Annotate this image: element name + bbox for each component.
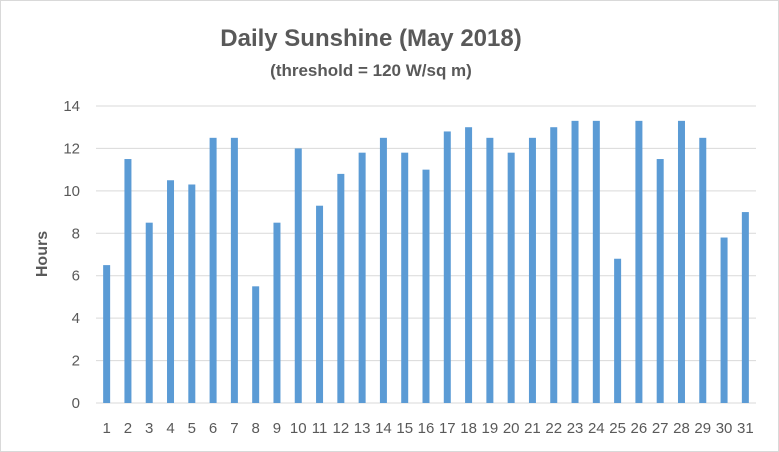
x-tick-label: 7 (230, 420, 238, 437)
bar-day-7 (230, 137, 238, 404)
bar-day-26 (635, 120, 643, 403)
x-tick-label: 13 (354, 420, 371, 437)
bar-day-25 (614, 258, 622, 403)
x-tick-label: 5 (188, 420, 196, 437)
bar-day-19 (486, 137, 494, 404)
bar-day-5 (188, 184, 196, 403)
x-tick-label: 16 (418, 420, 435, 437)
x-tick-label: 11 (312, 420, 328, 437)
bar-day-1 (103, 265, 111, 403)
x-tick-label: 15 (396, 420, 413, 437)
x-tick-label: 18 (460, 420, 477, 437)
bar-day-27 (656, 159, 664, 403)
x-tick-label: 10 (290, 420, 307, 437)
bar-day-24 (592, 120, 600, 403)
y-tick-label: 2 (72, 353, 80, 370)
x-tick-label: 6 (209, 420, 217, 437)
bar-day-6 (209, 137, 217, 404)
bar-day-11 (316, 205, 324, 403)
chart-title: Daily Sunshine (May 2018) (220, 25, 522, 52)
bar-day-28 (677, 120, 685, 403)
x-tick-label: 24 (588, 420, 605, 437)
x-tick-label: 20 (503, 420, 520, 437)
bar-day-3 (145, 222, 153, 403)
x-tick-label: 4 (166, 420, 174, 437)
x-tick-label: 31 (737, 420, 754, 437)
x-tick-label: 8 (252, 420, 260, 437)
bar-day-15 (401, 152, 409, 403)
bar-day-13 (358, 152, 366, 403)
bar-day-20 (507, 152, 515, 403)
bar-day-21 (528, 137, 536, 404)
y-tick-label: 14 (63, 98, 80, 115)
x-tick-label: 19 (482, 420, 499, 437)
x-tick-label: 9 (273, 420, 281, 437)
bar-day-8 (252, 286, 260, 403)
x-tick-label: 14 (375, 420, 392, 437)
bar-day-30 (720, 237, 728, 403)
bar-day-18 (465, 127, 473, 403)
bar-day-29 (699, 137, 707, 404)
chart-subtitle: (threshold = 120 W/sq m) (270, 61, 472, 80)
x-tick-label: 29 (694, 420, 711, 437)
bar-day-9 (273, 222, 281, 403)
bar-day-12 (337, 173, 345, 403)
x-tick-label: 1 (102, 420, 110, 437)
y-tick-label: 0 (72, 395, 80, 412)
bar-day-17 (443, 131, 451, 403)
x-tick-label: 25 (609, 420, 626, 437)
x-tick-label: 2 (124, 420, 132, 437)
x-tick-label: 3 (145, 420, 153, 437)
y-tick-label: 4 (72, 310, 80, 327)
y-tick-label: 10 (63, 183, 80, 200)
x-tick-label: 23 (567, 420, 584, 437)
x-tick-label: 21 (524, 420, 541, 437)
x-tick-label: 17 (439, 420, 456, 437)
bar-day-31 (741, 212, 749, 403)
x-tick-label: 26 (631, 420, 648, 437)
bar-day-10 (294, 148, 302, 403)
bar-day-22 (550, 127, 558, 403)
x-tick-label: 22 (545, 420, 562, 437)
x-tick-label: 30 (716, 420, 733, 437)
bar-day-23 (571, 120, 579, 403)
y-tick-label: 12 (63, 140, 80, 157)
bar-day-14 (379, 137, 387, 404)
bar-day-4 (167, 180, 175, 403)
y-tick-label: 8 (72, 225, 80, 242)
bar-day-2 (124, 159, 132, 403)
bar-day-16 (422, 169, 430, 403)
x-tick-label: 12 (332, 420, 349, 437)
y-tick-label: 6 (72, 268, 80, 285)
x-tick-label: 28 (673, 420, 690, 437)
x-tick-label: 27 (652, 420, 669, 437)
